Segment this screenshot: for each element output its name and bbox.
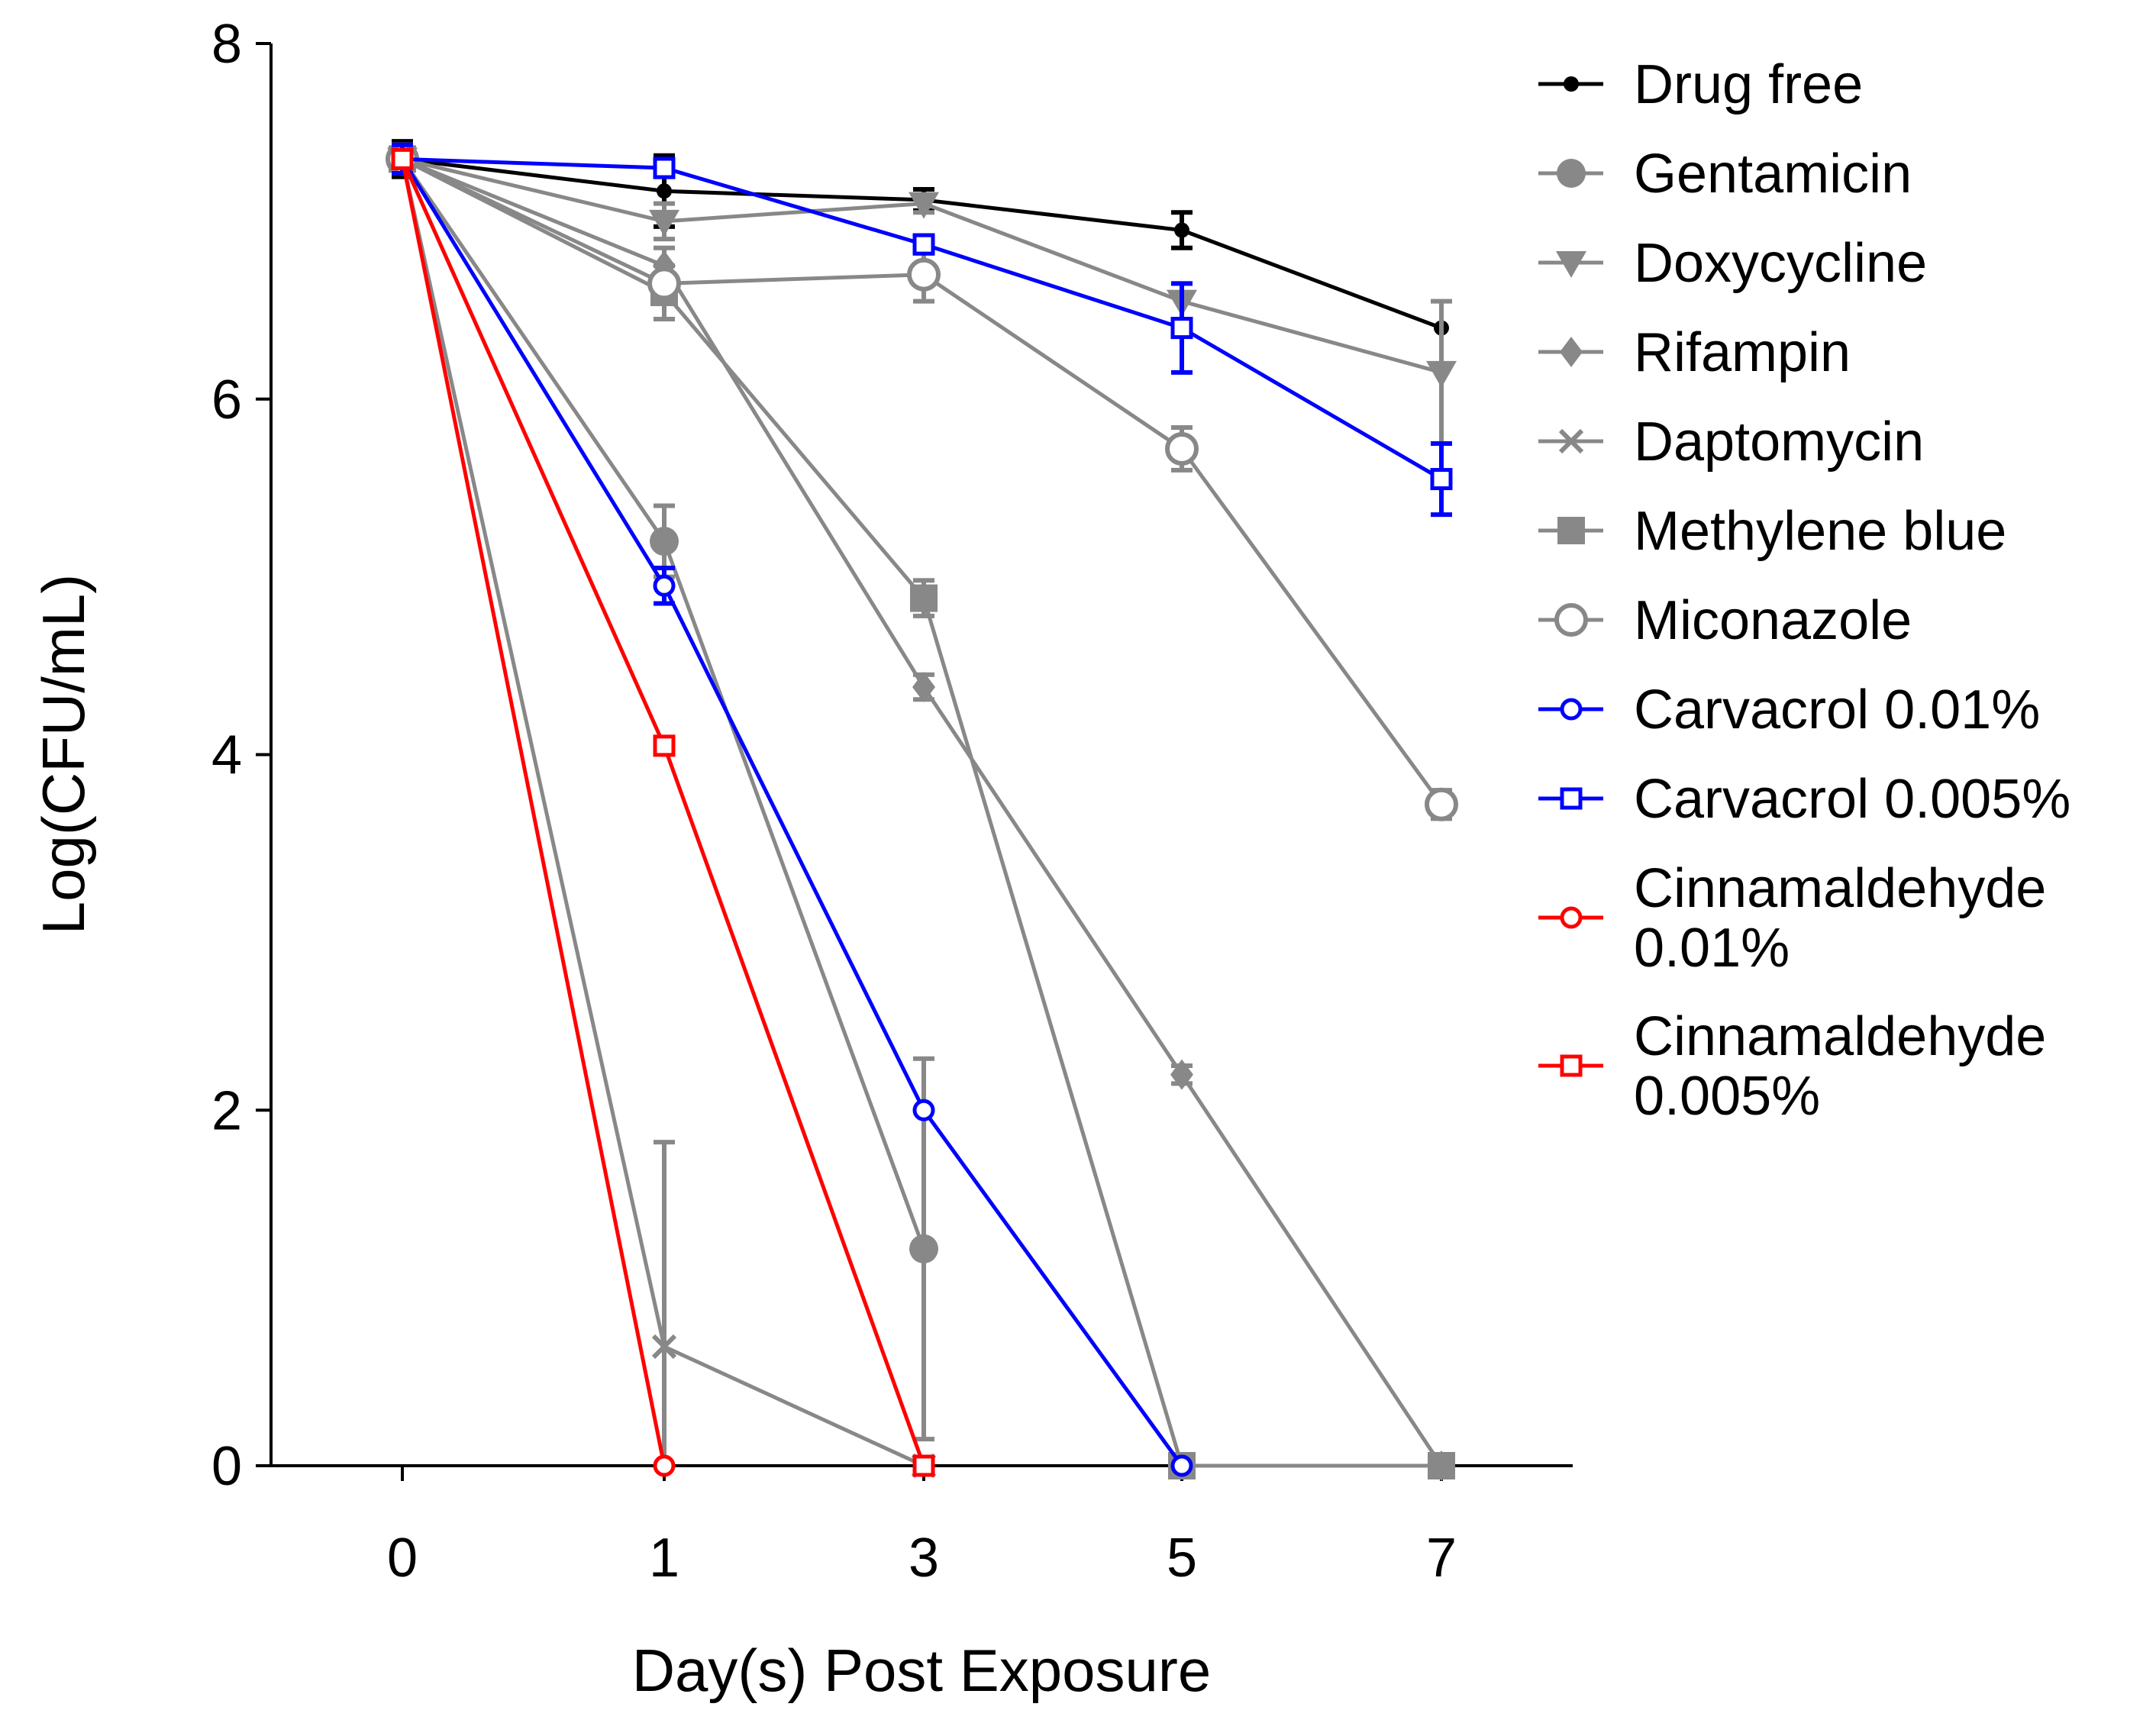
data-point (1170, 1454, 1193, 1477)
data-point (1170, 317, 1193, 340)
legend-label: Drug free (1634, 54, 1863, 115)
y-tick-label: 8 (211, 14, 242, 75)
legend-label: Cinnamaldehyde (1634, 1006, 2046, 1067)
legend-entry-drug-free: Drug free (1538, 54, 1863, 115)
y-tick-label: 4 (211, 725, 242, 786)
series-line (400, 158, 666, 1466)
legend-label: Methylene blue (1634, 501, 2006, 562)
legend-marker (1564, 76, 1579, 92)
legend-marker (1557, 517, 1585, 544)
legend-entry-gentamicin: Gentamicin (1538, 144, 1912, 205)
x-tick-label: 1 (649, 1528, 679, 1589)
data-point (1430, 468, 1453, 491)
data-point (910, 584, 938, 612)
legend-entry-carvacrol-0-005: Carvacrol 0.005% (1538, 769, 2070, 830)
data-point (653, 574, 676, 597)
data-point (1426, 360, 1457, 388)
legend-marker (1560, 787, 1583, 810)
series-carvacrol-0-01 (391, 142, 1193, 1477)
legend: Drug free Gentamicin Doxycycline Rifampin Da… (1538, 54, 2070, 1127)
x-tick-label: 5 (1167, 1528, 1197, 1589)
legend-entry-carvacrol-0-01: Carvacrol 0.01% (1538, 679, 2040, 741)
data-point (912, 1099, 935, 1121)
y-axis-label: Log(CFU/mL) (30, 574, 97, 934)
series-daptomycin (389, 142, 937, 1479)
data-point (391, 147, 414, 170)
data-point (1170, 1059, 1193, 1090)
legend-marker (1554, 603, 1588, 637)
data-point (912, 233, 935, 256)
data-point (653, 734, 676, 757)
legend-label: Daptomycin (1634, 411, 1924, 473)
series-group (386, 139, 1458, 1481)
x-axis-label: Day(s) Post Exposure (632, 1637, 1212, 1704)
legend-label: 0.01% (1634, 918, 1790, 979)
legend-label: Carvacrol 0.005% (1634, 769, 2070, 830)
data-point (651, 1334, 677, 1360)
legend-marker (1560, 1054, 1583, 1077)
x-tick-label: 0 (387, 1528, 418, 1589)
legend-entry-miconazole: Miconazole (1538, 590, 1912, 651)
legend-entry-rifampin: Rifampin (1538, 322, 1851, 383)
x-tick-label: 3 (909, 1528, 939, 1589)
legend-marker (1560, 337, 1583, 367)
data-point (657, 183, 672, 199)
legend-label: Doxycycline (1634, 233, 1927, 294)
data-point (909, 192, 939, 219)
legend-marker (1560, 698, 1583, 721)
legend-label: Carvacrol 0.01% (1634, 679, 2040, 741)
legend-label: 0.005% (1634, 1066, 1820, 1127)
series-cinnamaldehyde-0-005 (391, 147, 935, 1477)
ticks: 0 2 4 6 8 0 1 3 5 7 (211, 14, 1457, 1589)
data-point (1165, 431, 1199, 466)
legend-marker (1558, 428, 1584, 454)
series-miconazole (386, 142, 1458, 821)
x-stroke (651, 1334, 677, 1360)
axes: Day(s) Post Exposure Log(CFU/mL) (30, 44, 1573, 1704)
legend-entry-daptomycin: Daptomycin (1538, 411, 1924, 473)
legend-entry-doxycycline: Doxycycline (1538, 233, 1927, 294)
series-line (400, 157, 926, 1250)
legend-label: Gentamicin (1634, 144, 1912, 205)
legend-marker (1560, 906, 1583, 929)
data-point (650, 527, 679, 557)
data-point (1428, 1452, 1455, 1479)
legend-label: Rifampin (1634, 322, 1851, 383)
legend-marker (1557, 159, 1586, 188)
series-line (400, 158, 1184, 1467)
x-stroke (1558, 428, 1584, 454)
data-point (1174, 222, 1189, 238)
legend-label: Cinnamaldehyde (1634, 858, 2046, 919)
legend-label: Miconazole (1634, 590, 1912, 651)
data-point (1425, 787, 1458, 821)
data-point (912, 1454, 935, 1477)
legend-entry-methylene-blue: Methylene blue (1538, 501, 2006, 562)
data-point (909, 1234, 938, 1263)
data-point (912, 672, 935, 703)
data-point (907, 257, 941, 292)
y-tick-label: 6 (211, 369, 242, 431)
x-tick-label: 7 (1426, 1528, 1457, 1589)
y-tick-label: 0 (211, 1436, 242, 1497)
data-point (653, 1454, 676, 1477)
legend-marker (1556, 251, 1586, 278)
data-point (653, 156, 676, 179)
data-point (647, 266, 681, 301)
y-tick-label: 2 (211, 1080, 242, 1141)
data-point (649, 209, 679, 237)
